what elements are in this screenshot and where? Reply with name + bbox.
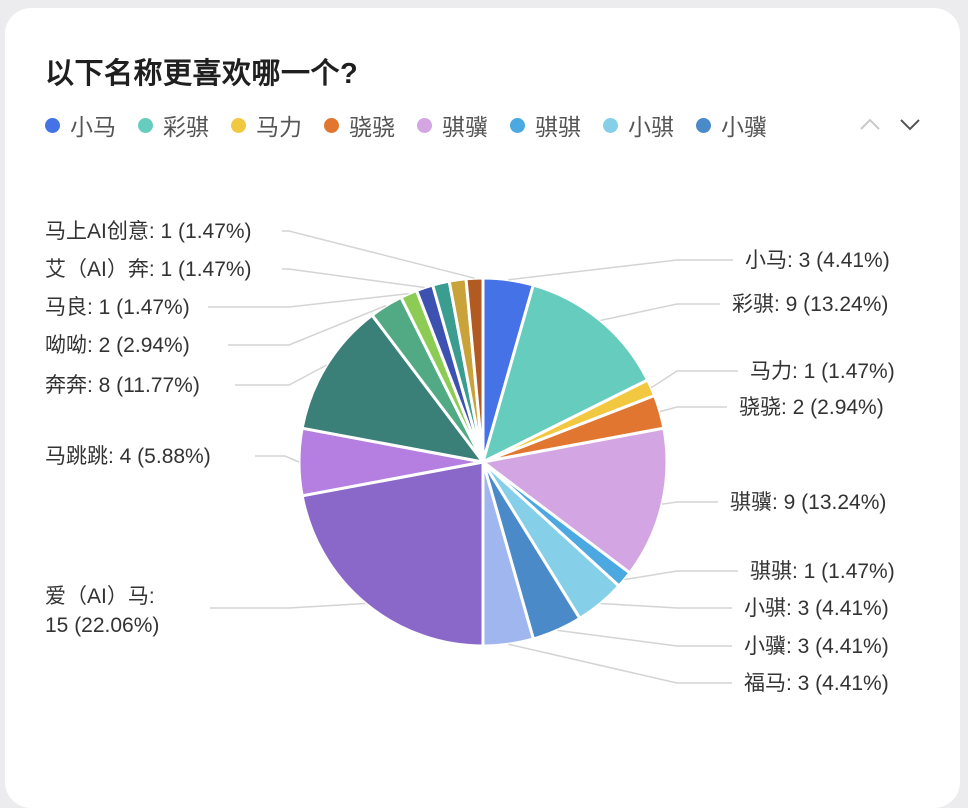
slice-label-15: 艾（AI）奔: 1 (1.47%) — [45, 258, 252, 281]
legend-label: 马力 — [256, 114, 302, 140]
chart-title: 以下名称更喜欢哪一个? — [45, 58, 359, 90]
legend-label: 小骐 — [628, 114, 674, 140]
leader-line-9 — [508, 643, 732, 684]
slice-label-6: 骐骐: 1 (1.47%) — [750, 560, 895, 583]
legend-item-caiqi[interactable]: 彩骐 — [138, 108, 209, 142]
legend-item-mali[interactable]: 马力 — [231, 108, 302, 142]
slice-label-13: 呦呦: 2 (2.94%) — [45, 334, 190, 357]
legend-label: 骁骁 — [349, 114, 395, 140]
slice-label-10: 15 (22.06%) — [45, 614, 159, 637]
slice-label-14: 马良: 1 (1.47%) — [45, 296, 190, 319]
slice-label-7: 小骐: 3 (4.41%) — [744, 597, 889, 620]
leader-line-13 — [228, 304, 387, 346]
slice-label-4: 骁骁: 2 (2.94%) — [739, 396, 884, 419]
leader-line-10 — [210, 602, 366, 609]
pie-slice-18[interactable] — [464, 276, 485, 464]
leader-line-11 — [255, 455, 300, 463]
slice-label-8: 小骥: 3 (4.41%) — [744, 635, 889, 658]
leader-line-18 — [282, 230, 475, 279]
legend-dot — [45, 117, 60, 133]
leader-line-7 — [600, 602, 732, 609]
legend-pager — [858, 112, 922, 136]
leader-line-6 — [624, 570, 738, 581]
legend-item-xiaoqi[interactable]: 小骐 — [603, 108, 674, 142]
legend-label: 小马 — [70, 114, 116, 140]
chevron-up-icon[interactable] — [858, 112, 882, 136]
chevron-down-icon[interactable] — [898, 112, 922, 136]
leader-line-5 — [662, 501, 718, 505]
leader-line-3 — [650, 370, 738, 389]
leader-line-8 — [557, 629, 732, 647]
legend-label: 彩骐 — [163, 114, 209, 140]
slice-label-2: 彩骐: 9 (13.24%) — [732, 293, 888, 316]
legend-item-xiaoma[interactable]: 小马 — [45, 108, 116, 142]
legend: 小马 彩骐 马力 骁骁 骐骥 骐骐 小骐 小骥 — [45, 108, 767, 142]
pie-slice-10[interactable] — [300, 460, 485, 648]
legend-dot — [138, 117, 153, 133]
slice-label-1: 小马: 3 (4.41%) — [745, 249, 890, 272]
slice-label-10: 爱（AI）马: — [45, 585, 155, 608]
leader-line-2 — [600, 303, 720, 322]
legend-dot — [417, 117, 432, 133]
slice-label-3: 马力: 1 (1.47%) — [750, 360, 895, 383]
legend-dot — [324, 117, 339, 133]
leader-line-14 — [208, 292, 409, 308]
slice-label-5: 骐骥: 9 (13.24%) — [730, 491, 886, 514]
leader-line-4 — [659, 406, 727, 413]
legend-label: 小骥 — [721, 114, 767, 140]
legend-item-xiaoji[interactable]: 小骥 — [696, 108, 767, 142]
legend-dot — [231, 117, 246, 133]
legend-label: 骐骐 — [535, 114, 581, 140]
legend-dot — [510, 117, 525, 133]
leader-line-15 — [282, 268, 425, 289]
slice-label-11: 马跳跳: 4 (5.88%) — [45, 445, 211, 468]
legend-item-qiqi[interactable]: 骐骐 — [510, 108, 581, 142]
leader-line-12 — [235, 364, 327, 386]
slice-label-18: 马上AI创意: 1 (1.47%) — [45, 220, 252, 243]
legend-item-xiaoxiao[interactable]: 骁骁 — [324, 108, 395, 142]
slice-label-9: 福马: 3 (4.41%) — [744, 672, 889, 695]
pie-slice-12[interactable] — [300, 313, 485, 464]
legend-label: 骐骥 — [442, 114, 488, 140]
pie-slice-5[interactable] — [481, 426, 669, 575]
slice-label-12: 奔奔: 8 (11.77%) — [45, 374, 200, 397]
legend-dot — [696, 117, 711, 133]
leader-line-1 — [508, 259, 733, 281]
legend-dot — [603, 117, 618, 133]
legend-item-qiji[interactable]: 骐骥 — [417, 108, 488, 142]
